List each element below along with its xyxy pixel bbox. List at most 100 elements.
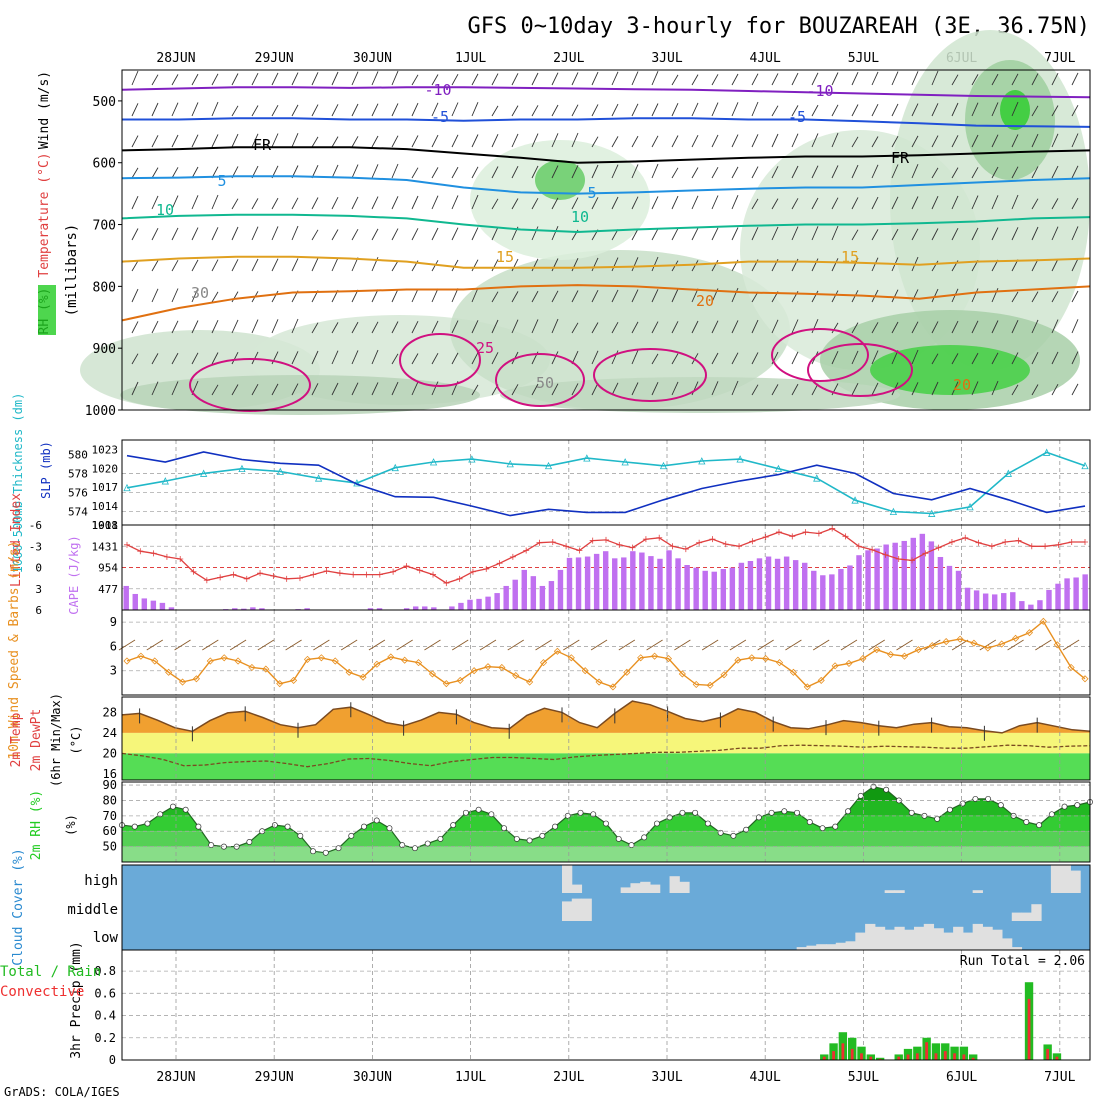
wind-speed-marker <box>290 676 298 684</box>
wind-barb <box>911 228 919 241</box>
rh-marker <box>310 848 317 855</box>
wind-barb <box>471 227 479 241</box>
cape-bar <box>783 556 790 610</box>
wind-barb <box>271 197 279 210</box>
wind-barb <box>991 380 999 396</box>
wind-speed-marker <box>984 644 992 652</box>
wind-barb <box>831 322 839 334</box>
wind-speed-marker <box>567 654 575 662</box>
wind-barb <box>451 134 459 148</box>
wind-barb <box>811 133 819 148</box>
wind-barb <box>1011 134 1019 148</box>
wind-barb <box>271 351 279 365</box>
thickness-tick-label: 574 <box>68 506 88 519</box>
footer-credit: GrADS: COLA/IGES <box>4 1085 120 1099</box>
wind-barb <box>231 351 239 365</box>
wind-barb <box>571 322 579 334</box>
wind-barb <box>431 74 439 86</box>
thickness-marker <box>1043 448 1051 456</box>
wind-barb <box>1031 351 1039 365</box>
thickness-marker <box>161 477 169 485</box>
wind-barb <box>171 352 179 365</box>
wind-barb <box>611 103 619 117</box>
wind-barb-10m <box>785 639 802 651</box>
thickness-marker <box>928 509 936 517</box>
rh-marker <box>246 839 253 845</box>
wind-barb <box>751 227 759 241</box>
cape-bar <box>847 565 853 610</box>
wind-barb <box>551 197 559 210</box>
rh-shade <box>870 345 1030 395</box>
wind-speed-marker <box>1012 634 1020 642</box>
wind-speed-marker <box>859 655 867 663</box>
wind-barb <box>1031 73 1039 86</box>
wind-speed-marker <box>428 670 437 678</box>
wind-barb <box>771 384 779 396</box>
wind-barb <box>1011 227 1019 241</box>
temperature-axis-label: Temperature (°C) <box>37 152 52 277</box>
wind-barb <box>851 382 859 396</box>
wind-barb <box>771 166 779 179</box>
wind-barb <box>631 135 639 148</box>
wind-barb <box>131 167 139 179</box>
lifted-index-marker <box>975 539 982 546</box>
cape-bar <box>141 598 148 610</box>
isotherm-label: 15 <box>841 248 859 266</box>
wind-barb <box>671 167 679 179</box>
wind-barb <box>431 195 439 210</box>
rh-marker <box>832 823 839 830</box>
wind-barb <box>871 229 879 241</box>
wind-tick-label: 9 <box>110 615 117 629</box>
wind-barb <box>391 260 399 272</box>
wind-barb <box>651 135 659 148</box>
wind-barb <box>931 288 939 303</box>
isotherm-line <box>121 175 1091 195</box>
wind-barb <box>851 257 859 272</box>
wind-barb-10m <box>951 639 969 651</box>
wind-barb <box>471 259 479 272</box>
wind10m-frame <box>121 609 1091 696</box>
wind-speed-marker <box>234 657 242 665</box>
wind-barb <box>591 104 599 117</box>
wind-barb <box>671 321 679 334</box>
wind-barb <box>591 136 599 148</box>
cloud-cell <box>953 926 964 950</box>
wind-barb <box>531 72 539 86</box>
wind-speed-marker <box>456 676 464 684</box>
temp-unit-label: (°C) <box>69 726 83 755</box>
lifted-index-marker <box>802 529 809 536</box>
slp-tick-label: 1011 <box>92 519 119 532</box>
pressure-tick-label: 700 <box>93 219 116 234</box>
thickness-marker <box>621 458 629 466</box>
wind-barb <box>871 322 879 334</box>
wind-barb <box>491 134 499 148</box>
wind-barb <box>931 70 939 86</box>
wind-barb <box>451 288 459 303</box>
li-tick-label: 3 <box>35 583 42 596</box>
thickness-marker <box>123 483 131 492</box>
wind-barb <box>1071 351 1079 365</box>
li-tick-label: -3 <box>29 540 42 553</box>
wind-barb <box>711 381 719 396</box>
rh-marker <box>526 837 533 844</box>
lifted-index-marker <box>988 543 995 550</box>
wind-barb <box>591 257 599 272</box>
wind-barb <box>971 102 979 117</box>
precip-convective-bar <box>832 1051 835 1060</box>
wind-barb <box>791 351 799 365</box>
cape-bar <box>584 556 591 610</box>
rh-marker <box>475 806 482 813</box>
wind-barb <box>991 134 999 148</box>
wind-barb <box>391 103 399 117</box>
cloud-axis-label: Cloud Cover (%) <box>11 848 26 965</box>
cape-bar <box>829 574 835 610</box>
precip-tick-label: 0.4 <box>94 1009 116 1023</box>
isotherm-label: -10 <box>424 81 451 99</box>
wind-barb <box>851 350 859 365</box>
date-label-bottom: 5JUL <box>848 1070 879 1085</box>
wind-barb <box>271 383 279 396</box>
temp-area <box>122 701 1090 733</box>
rh-marker <box>271 822 278 829</box>
wind-barb <box>331 164 339 179</box>
wind-barb <box>511 133 519 148</box>
